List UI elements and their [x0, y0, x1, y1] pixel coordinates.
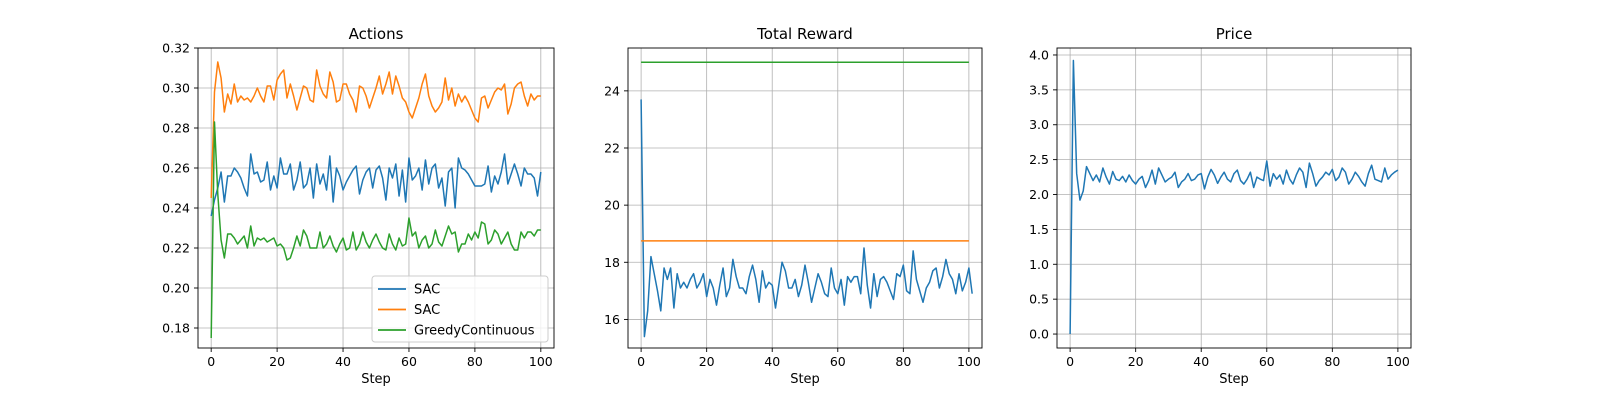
actions-ytick-label: 0.24 [162, 201, 190, 216]
total-reward-xtick-label: 80 [895, 354, 911, 369]
total-reward-xlabel: Step [790, 372, 820, 387]
total-reward-xtick-label: 20 [699, 354, 715, 369]
total-reward-title: Total Reward [756, 25, 853, 43]
actions-panel: 0 20 40 60 80 100 0.18 0.20 0.22 0.24 0.26 0.28 0.30… [162, 25, 555, 387]
actions-ytick-label: 0.20 [162, 281, 190, 296]
actions-axes-frame [197, 47, 555, 349]
actions-series-line-2 [210, 61, 541, 199]
actions-xtick-label: 0 [207, 354, 215, 369]
price-series-line-1 [1069, 59, 1399, 335]
price-ytick-label: 1.0 [1029, 257, 1049, 272]
actions-title: Actions [349, 25, 404, 43]
total-reward-panel: 0 20 40 60 80 100 16 18 20 22 24 Total Reward Step [604, 25, 983, 387]
price-ytick-label: 4.0 [1029, 47, 1049, 62]
actions-ytick-label: 0.26 [162, 161, 190, 176]
price-ytick-label: 0.0 [1029, 327, 1049, 342]
total-reward-xtick-label: 40 [764, 354, 780, 369]
total-reward-ytick-label: 22 [604, 141, 620, 156]
legend-label-3: GreedyContinuous [414, 324, 535, 339]
actions-series-line-1 [210, 153, 542, 217]
actions-xtick-label: 100 [529, 354, 553, 369]
price-axes-frame [1056, 47, 1412, 349]
total-reward-ytick-label: 18 [604, 255, 620, 270]
actions-ytick-label: 0.30 [162, 81, 190, 96]
price-xtick-label: 100 [1386, 354, 1410, 369]
price-xtick-label: 0 [1066, 354, 1074, 369]
total-reward-xtick-label: 60 [830, 354, 846, 369]
price-ytick-label: 1.5 [1029, 222, 1049, 237]
total-reward-ytick-label: 24 [604, 83, 620, 98]
price-ytick-label: 3.0 [1029, 117, 1049, 132]
price-ytick-label: 2.0 [1029, 187, 1049, 202]
price-xlabel: Step [1219, 372, 1249, 387]
actions-series-line-3 [210, 121, 541, 339]
total-reward-ytick-label: 16 [604, 312, 620, 327]
total-reward-xtick-label: 0 [637, 354, 645, 369]
price-xtick-label: 40 [1193, 354, 1209, 369]
actions-xtick-label: 80 [467, 354, 483, 369]
price-title: Price [1216, 25, 1253, 43]
actions-ytick-label: 0.28 [162, 121, 190, 136]
actions-legend: SAC SAC GreedyContinuous [371, 275, 549, 343]
total-reward-series-line-1 [640, 99, 973, 338]
price-xtick-label: 20 [1128, 354, 1144, 369]
actions-ytick-label: 0.22 [162, 241, 190, 256]
total-reward-axes-frame [627, 47, 983, 349]
actions-ytick-label: 0.18 [162, 321, 190, 336]
price-panel: 0 20 40 60 80 100 0.0 0.5 1.0 1.5 2.0 2.5 3.0 3.5 4.0 P… [1029, 25, 1412, 387]
actions-xtick-label: 20 [269, 354, 285, 369]
price-ytick-label: 3.5 [1029, 82, 1049, 97]
price-ytick-label: 0.5 [1029, 292, 1049, 307]
total-reward-ytick-label: 20 [604, 198, 620, 213]
actions-xtick-label: 60 [401, 354, 417, 369]
price-xtick-label: 60 [1259, 354, 1275, 369]
legend-box [371, 275, 549, 343]
actions-ytick-label: 0.32 [162, 41, 190, 56]
total-reward-xtick-label: 100 [957, 354, 981, 369]
legend-label-2: SAC [414, 303, 440, 318]
actions-xtick-label: 40 [335, 354, 351, 369]
actions-xlabel: Step [361, 372, 391, 387]
legend-label-1: SAC [414, 283, 440, 298]
price-xtick-label: 80 [1324, 354, 1340, 369]
price-ytick-label: 2.5 [1029, 152, 1049, 167]
